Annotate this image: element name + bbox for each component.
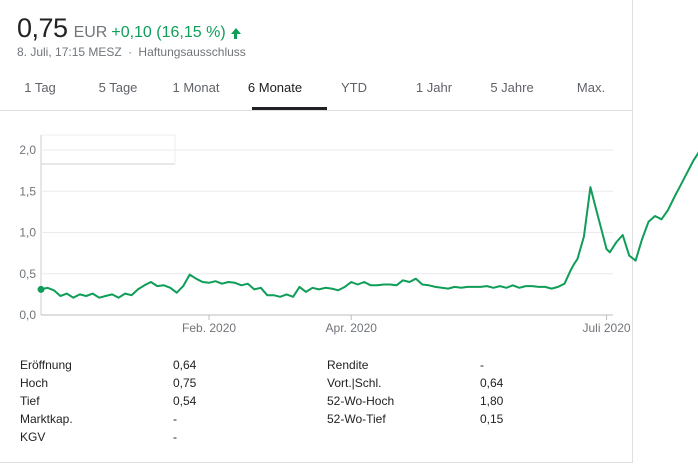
y-tick-label: 1,5	[19, 184, 36, 198]
timestamp: 8. Juli, 17:15 MESZ	[17, 45, 122, 59]
tab-5-days[interactable]: 5 Tage	[98, 80, 138, 95]
y-tick-label: 0,0	[19, 308, 36, 322]
stat-label-52w-high: 52-Wo-Hoch	[327, 394, 395, 408]
x-tick-label: Feb. 2020	[182, 321, 236, 335]
range-tabs: 1 Tag 5 Tage 1 Monat 6 Monate YTD 1 Jahr…	[0, 70, 632, 111]
stat-label-yield: Rendite	[327, 358, 369, 372]
y-axis-ticks: 0,0 0,5 1,0 1,5 2,0	[19, 143, 36, 322]
start-point-marker	[37, 285, 45, 293]
price-change: +0,10 (16,15 %)	[111, 24, 226, 41]
tab-1-day[interactable]: 1 Tag	[24, 80, 56, 95]
grid-lines	[41, 149, 613, 316]
disclaimer-link[interactable]: Haftungsausschluss	[138, 45, 246, 59]
currency: EUR	[73, 24, 108, 41]
stat-label-market-cap: Marktkap.	[20, 412, 73, 426]
stat-value-market-cap: -	[173, 412, 177, 426]
stat-value-52w-low: 0,15	[480, 412, 504, 426]
stat-value-prev-close: 0,64	[480, 376, 504, 390]
arrow-up-icon	[230, 28, 241, 39]
price-chart[interactable]: 0,0 0,5 1,0 1,5 2,0 Feb. 2020 Apr. 2020 Juli 2…	[0, 110, 698, 340]
stat-value-low: 0,54	[173, 394, 197, 408]
tab-6-months[interactable]: 6 Monate	[247, 80, 303, 95]
stat-value-52w-high: 1,80	[480, 394, 504, 408]
x-tick-label: Juli 2020	[583, 321, 631, 335]
price-line	[40, 151, 698, 299]
stat-value-high: 0,75	[173, 376, 197, 390]
tab-ytd[interactable]: YTD	[341, 80, 367, 95]
price: 0,75	[17, 13, 68, 43]
series-layer	[37, 151, 698, 299]
stat-label-pe: KGV	[20, 430, 46, 444]
tab-5-years[interactable]: 5 Jahre	[490, 80, 534, 95]
tab-1-year[interactable]: 1 Jahr	[415, 80, 453, 95]
stat-value-open: 0,64	[173, 358, 197, 372]
x-axis-ticks: Feb. 2020 Apr. 2020 Juli 2020	[182, 315, 631, 335]
stat-label-high: Hoch	[20, 376, 49, 390]
stat-value-yield: -	[480, 358, 484, 372]
stat-value-pe: -	[173, 430, 177, 444]
y-tick-label: 1,0	[19, 226, 36, 240]
selected-tab-indicator	[252, 107, 327, 110]
stat-label-low: Tief	[20, 394, 40, 408]
y-tick-label: 0,5	[19, 267, 36, 281]
stat-label-52w-low: 52-Wo-Tief	[327, 412, 386, 426]
quote-subline: 8. Juli, 17:15 MESZ · Haftungsausschluss	[17, 45, 246, 59]
tab-1-month[interactable]: 1 Monat	[172, 80, 220, 95]
separator: ·	[128, 45, 133, 59]
tab-max[interactable]: Max.	[576, 80, 606, 95]
stat-label-prev-close: Vort.|Schl.	[327, 376, 382, 390]
stat-label-open: Eröffnung	[20, 358, 72, 372]
x-tick-label: Apr. 2020	[326, 321, 378, 335]
quote-header: 0,75 EUR +0,10 (16,15 %)	[17, 13, 241, 44]
y-tick-label: 2,0	[19, 143, 36, 157]
